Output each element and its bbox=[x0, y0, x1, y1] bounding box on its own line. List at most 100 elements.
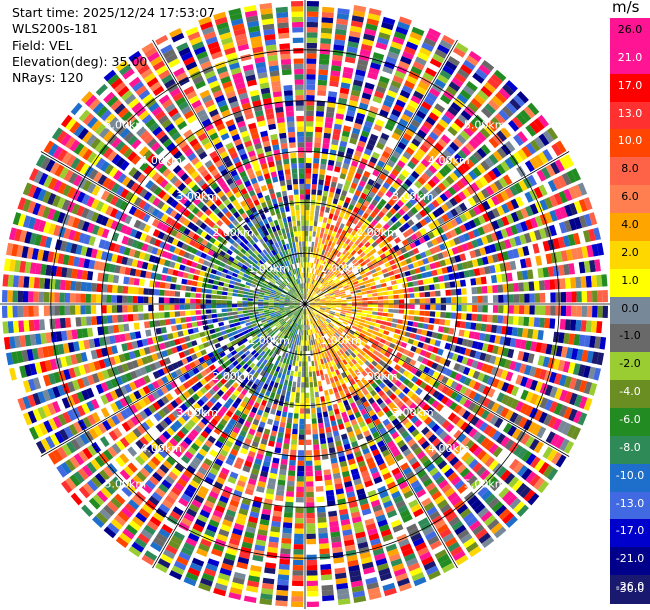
velocity-cell bbox=[91, 316, 97, 326]
velocity-cell bbox=[356, 416, 364, 423]
velocity-cell bbox=[333, 123, 342, 130]
velocity-cell bbox=[383, 330, 390, 336]
velocity-cell bbox=[353, 478, 362, 486]
velocity-cell bbox=[309, 225, 313, 232]
velocity-cell bbox=[369, 322, 376, 327]
velocity-cell bbox=[357, 298, 363, 301]
velocity-cell bbox=[547, 266, 555, 277]
velocity-cell bbox=[464, 455, 475, 466]
velocity-cell bbox=[429, 189, 439, 198]
velocity-cell bbox=[583, 260, 591, 273]
velocity-cell bbox=[381, 150, 391, 159]
velocity-cell bbox=[513, 444, 524, 457]
velocity-cell bbox=[533, 409, 543, 422]
velocity-cell bbox=[386, 235, 394, 243]
velocity-cell bbox=[360, 356, 367, 363]
velocity-cell bbox=[450, 289, 457, 296]
velocity-cell bbox=[476, 361, 484, 371]
velocity-cell bbox=[534, 229, 542, 241]
velocity-cell bbox=[396, 400, 405, 409]
velocity-cell bbox=[190, 304, 196, 310]
velocity-cell bbox=[360, 377, 367, 384]
velocity-cell bbox=[389, 486, 399, 495]
velocity-cell bbox=[408, 499, 419, 509]
velocity-cell bbox=[449, 172, 459, 182]
velocity-cell bbox=[435, 364, 443, 372]
velocity-cell bbox=[302, 351, 305, 357]
velocity-cell bbox=[332, 261, 338, 268]
velocity-cell bbox=[345, 310, 352, 314]
velocity-cell bbox=[360, 442, 368, 450]
velocity-cell bbox=[364, 480, 374, 488]
velocity-cell bbox=[382, 16, 396, 26]
velocity-cell bbox=[425, 135, 436, 145]
velocity-cell bbox=[324, 127, 332, 134]
velocity-cell bbox=[378, 328, 385, 334]
velocity-cell bbox=[335, 232, 341, 239]
velocity-cell bbox=[353, 376, 360, 383]
velocity-cell bbox=[325, 245, 331, 252]
velocity-cell bbox=[334, 166, 341, 173]
velocity-cell bbox=[417, 355, 424, 363]
velocity-cell bbox=[174, 298, 180, 304]
velocity-cell bbox=[361, 92, 372, 100]
velocity-cell bbox=[306, 42, 318, 49]
velocity-cell bbox=[519, 234, 527, 245]
velocity-cell bbox=[383, 300, 389, 304]
velocity-cell bbox=[406, 236, 414, 244]
velocity-cell bbox=[422, 120, 433, 130]
velocity-cell bbox=[434, 340, 441, 347]
velocity-cell bbox=[176, 324, 183, 331]
velocity-cell bbox=[436, 373, 445, 382]
velocity-cell bbox=[535, 255, 543, 266]
velocity-cell bbox=[258, 296, 264, 300]
velocity-cell bbox=[320, 336, 324, 343]
velocity-cell bbox=[225, 328, 232, 334]
velocity-cell bbox=[405, 41, 419, 51]
velocity-cell bbox=[347, 170, 355, 177]
velocity-cell bbox=[545, 431, 556, 444]
velocity-cell bbox=[343, 157, 351, 165]
velocity-cell bbox=[356, 275, 363, 281]
velocity-cell bbox=[287, 364, 292, 371]
velocity-cell bbox=[375, 363, 382, 370]
velocity-cell bbox=[469, 154, 479, 165]
velocity-cell bbox=[500, 407, 510, 418]
velocity-cell bbox=[111, 295, 118, 303]
velocity-cell bbox=[280, 458, 288, 465]
velocity-cell bbox=[389, 393, 397, 401]
velocity-cell bbox=[357, 197, 365, 205]
velocity-cell bbox=[307, 257, 310, 263]
velocity-cell bbox=[408, 287, 414, 293]
velocity-cell bbox=[343, 443, 351, 451]
velocity-cell bbox=[361, 273, 367, 279]
velocity-cell bbox=[484, 440, 495, 451]
velocity-cell bbox=[421, 357, 429, 365]
velocity-cell bbox=[393, 472, 404, 481]
velocity-cell bbox=[313, 220, 318, 227]
velocity-cell bbox=[347, 227, 353, 234]
velocity-cell bbox=[470, 118, 482, 130]
velocity-cell bbox=[368, 337, 375, 343]
velocity-cell bbox=[297, 345, 301, 351]
velocity-cell bbox=[411, 170, 420, 180]
velocity-cell bbox=[355, 315, 362, 319]
velocity-cell bbox=[538, 317, 545, 328]
velocity-cell bbox=[336, 18, 349, 26]
velocity-cell bbox=[333, 214, 339, 221]
velocity-cell bbox=[313, 328, 317, 334]
velocity-cell bbox=[367, 293, 373, 298]
velocity-cell bbox=[323, 469, 331, 476]
velocity-cell bbox=[316, 231, 320, 238]
velocity-cell bbox=[191, 280, 198, 287]
velocity-cell bbox=[317, 283, 322, 288]
velocity-cell bbox=[306, 272, 309, 278]
velocity-cell bbox=[440, 503, 452, 514]
velocity-cell bbox=[133, 322, 140, 330]
velocity-cell bbox=[329, 292, 335, 296]
velocity-cell bbox=[332, 327, 338, 332]
velocity-cell bbox=[295, 392, 300, 398]
velocity-cell bbox=[306, 6, 319, 12]
velocity-cell bbox=[417, 341, 424, 349]
velocity-cell bbox=[329, 80, 339, 88]
